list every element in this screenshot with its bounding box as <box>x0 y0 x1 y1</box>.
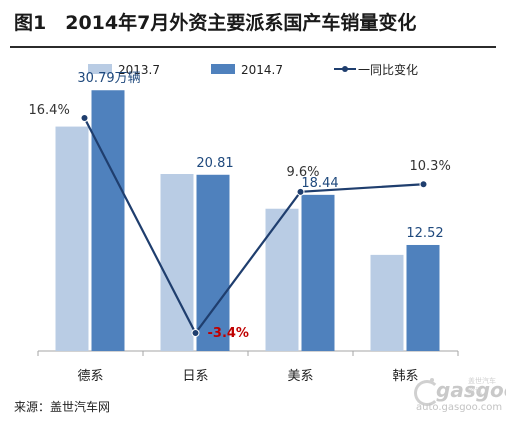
line-point-韩系 <box>419 180 428 189</box>
watermark-dot-icon <box>430 378 434 382</box>
line-series-yoy <box>83 117 424 336</box>
chart-title: 图1 2014年7月外资主要派系国产车销量变化 <box>14 12 417 34</box>
line-label-日系: -3.4% <box>208 326 249 341</box>
bar-2014.7-德系 <box>91 90 125 351</box>
x-tick-label-美系: 美系 <box>287 369 313 384</box>
bar-2014.7-韩系 <box>406 244 440 351</box>
bar-label-2014-日系: 20.81 <box>196 156 233 171</box>
watermark-logo-text: gasgoo <box>436 378 506 402</box>
x-tick-label-德系: 德系 <box>77 369 103 384</box>
legend-label-2013.7: 2013.7 <box>118 63 160 77</box>
line-point-日系 <box>191 329 200 337</box>
x-tick-label-日系: 日系 <box>182 369 208 384</box>
watermark-subtitle: 盖世汽车资讯 <box>468 377 496 395</box>
line-label-韩系: 10.3% <box>410 159 451 174</box>
x-tick-label-韩系: 韩系 <box>392 369 418 384</box>
bar-2013.7-德系 <box>55 126 89 351</box>
legend-swatch-2014.7 <box>211 64 235 74</box>
source-note: 来源：盖世汽车网 <box>14 400 111 414</box>
bar-2013.7-日系 <box>160 174 194 351</box>
gasgoo-watermark: gasgoo 盖世汽车资讯 auto.gasgoo.com <box>408 376 506 416</box>
legend-swatch-2013.7 <box>88 64 112 74</box>
legend-line-marker <box>342 66 348 72</box>
line-label-德系: 16.4% <box>29 103 70 118</box>
line-point-美系 <box>296 187 305 196</box>
bar-2014.7-美系 <box>301 194 335 351</box>
line-label-美系: 9.6% <box>287 165 320 180</box>
legend-label-2014.7: 2014.7 <box>241 63 283 77</box>
bar-2013.7-美系 <box>265 208 299 351</box>
bar-2014.7-日系 <box>196 174 230 351</box>
bar-label-2014-德系: 30.79万辆 <box>77 71 140 86</box>
bar-2013.7-韩系 <box>370 254 404 351</box>
watermark-url: auto.gasgoo.com <box>416 402 503 413</box>
line-point-德系 <box>80 114 89 122</box>
bar-label-2014-韩系: 12.52 <box>406 226 443 241</box>
legend-label-line: 一同比变化 <box>358 62 418 77</box>
watermark-logo-icon <box>414 380 440 406</box>
title-divider <box>10 46 496 48</box>
bar-label-2014-美系: 18.44 <box>301 176 338 191</box>
